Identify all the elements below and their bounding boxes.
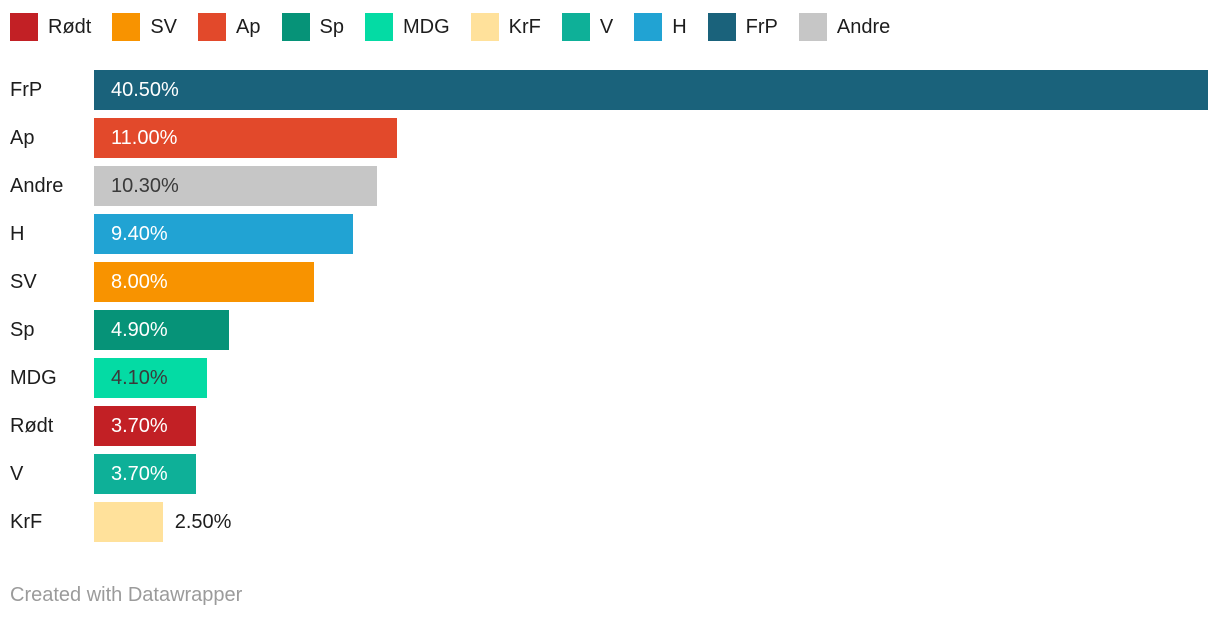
value-label: 11.00%	[111, 127, 178, 149]
legend-swatch-icon	[561, 13, 590, 41]
legend-item-h: H	[634, 13, 687, 41]
legend-label: Sp	[319, 15, 344, 38]
legend-swatch-icon	[707, 13, 736, 41]
legend-label: H	[672, 15, 687, 38]
table-row: H 9.40%	[0, 214, 1220, 254]
table-row: SV 8.00%	[0, 262, 1220, 302]
legend-label: KrF	[508, 15, 541, 38]
category-label: Andre	[10, 175, 64, 197]
legend-swatch-icon	[364, 13, 393, 41]
legend-swatch-icon	[281, 13, 310, 41]
legend-label: Andre	[836, 15, 891, 38]
bar-track: 2.50%	[94, 502, 1208, 542]
category-label: Sp	[10, 319, 35, 341]
value-label: 9.40%	[111, 223, 168, 245]
bar-track: 8.00%	[94, 262, 1208, 302]
bar-track: 10.30%	[94, 166, 1208, 206]
bar-track: 11.00%	[94, 118, 1208, 158]
bar-krf	[94, 502, 163, 542]
bar-chart: FrP 40.50% Ap 11.00% Andre 10.30% H 9.40% SV 8.00…	[0, 70, 1220, 542]
legend-swatch-icon	[798, 13, 827, 41]
bar-track: 9.40%	[94, 214, 1208, 254]
table-row: Andre 10.30%	[0, 166, 1220, 206]
table-row: Rødt 3.70%	[0, 406, 1220, 446]
legend-swatch-icon	[112, 13, 141, 41]
bar-track: 40.50%	[94, 70, 1208, 110]
legend-swatch-icon	[10, 13, 38, 41]
category-label: KrF	[10, 511, 43, 533]
value-label: 4.90%	[111, 319, 168, 341]
value-label: 4.10%	[111, 367, 168, 389]
category-label: SV	[10, 271, 37, 293]
legend-swatch-icon	[198, 13, 227, 41]
value-label: 8.00%	[111, 271, 168, 293]
legend-label: Ap	[236, 15, 261, 38]
bar-track: 3.70%	[94, 406, 1208, 446]
legend-item-andre: Andre	[798, 13, 891, 41]
table-row: Ap 11.00%	[0, 118, 1220, 158]
bar-track: 3.70%	[94, 454, 1208, 494]
bar-andre: 10.30%	[94, 166, 378, 206]
table-row: KrF 2.50%	[0, 502, 1220, 542]
bar-track: 4.10%	[94, 358, 1208, 398]
table-row: MDG 4.10%	[0, 358, 1220, 398]
legend-swatch-icon	[470, 13, 499, 41]
legend-item-mdg: MDG	[364, 13, 450, 41]
category-label: Rødt	[10, 415, 54, 437]
table-row: FrP 40.50%	[0, 70, 1220, 110]
legend-item-ap: Ap	[198, 13, 261, 41]
legend-label: Rødt	[48, 15, 92, 38]
bar-frp: 40.50%	[94, 70, 1208, 110]
value-label: 3.70%	[111, 463, 168, 485]
bar-track: 4.90%	[94, 310, 1208, 350]
value-label: 40.50%	[111, 79, 179, 101]
table-row: V 3.70%	[0, 454, 1220, 494]
category-label: Ap	[10, 127, 35, 149]
bar-mdg: 4.10%	[94, 358, 207, 398]
category-label: FrP	[10, 79, 43, 101]
legend-item-frp: FrP	[707, 13, 778, 41]
bar-sv: 8.00%	[94, 262, 315, 302]
value-label: 2.50%	[174, 511, 232, 533]
legend-label: V	[599, 15, 614, 38]
category-label: V	[10, 463, 24, 485]
bar-sp: 4.90%	[94, 310, 229, 350]
legend-item-sv: SV	[112, 13, 177, 41]
value-label: 3.70%	[111, 415, 168, 437]
legend-label: MDG	[402, 15, 450, 38]
legend-swatch-icon	[634, 13, 663, 41]
legend-item-rødt: Rødt	[10, 13, 91, 41]
category-label: MDG	[10, 367, 57, 389]
value-label: 10.30%	[111, 175, 179, 197]
bar-rødt: 3.70%	[94, 406, 196, 446]
legend-label: SV	[150, 15, 178, 38]
legend-item-v: V	[561, 13, 614, 41]
legend: Rødt SV Ap Sp MDG KrF V H FrP Andre	[0, 0, 1220, 41]
legend-label: FrP	[745, 15, 778, 38]
bar-v: 3.70%	[94, 454, 196, 494]
category-label: H	[10, 223, 25, 245]
bar-h: 9.40%	[94, 214, 353, 254]
table-row: Sp 4.90%	[0, 310, 1220, 350]
datawrapper-credit[interactable]: Created with Datawrapper	[10, 584, 243, 606]
legend-item-krf: KrF	[470, 13, 541, 41]
legend-item-sp: Sp	[281, 13, 344, 41]
bar-ap: 11.00%	[94, 118, 397, 158]
